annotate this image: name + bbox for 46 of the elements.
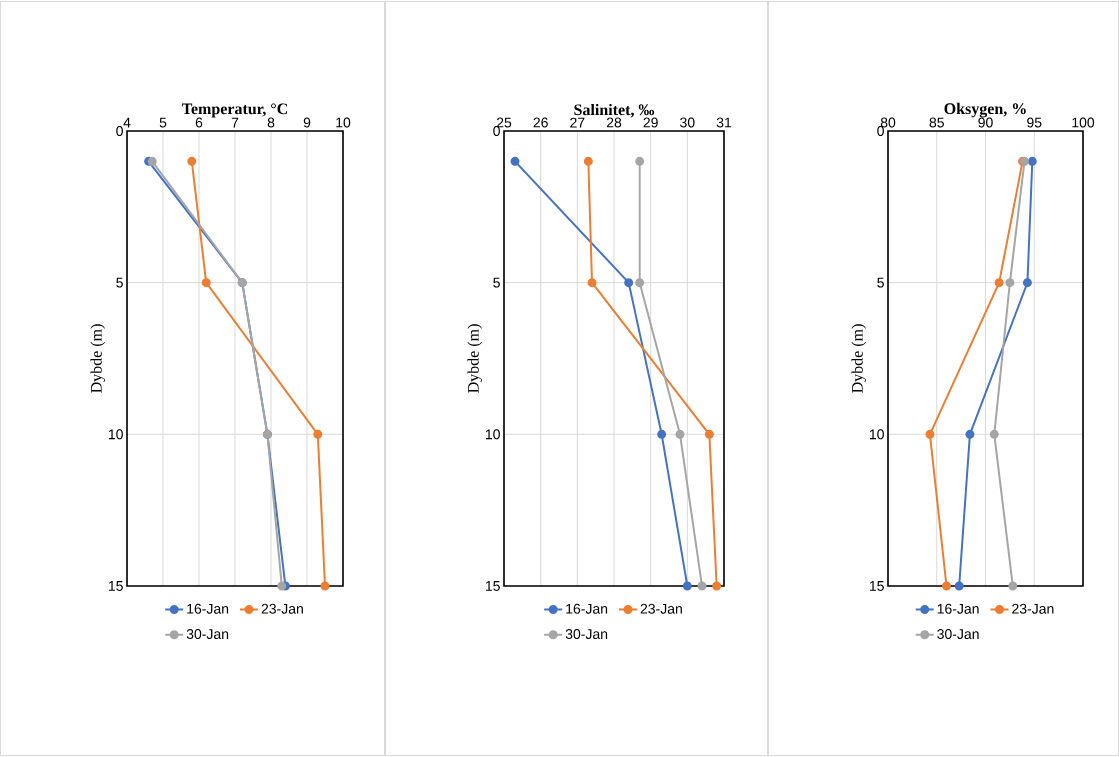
legend-label: 30-Jan — [565, 629, 608, 640]
legend-label: 16-Jan — [937, 603, 979, 614]
legend-label: 23-Jan — [261, 603, 303, 614]
x-tick-label: 5 — [159, 117, 167, 128]
x-tick-label: 26 — [533, 117, 548, 128]
y-tick-label: 5 — [116, 277, 123, 288]
legend-label: 16-Jan — [566, 603, 608, 614]
chart-title: Salinitet, ‰ — [574, 103, 655, 118]
chart-title: Oksygen, % — [944, 102, 1026, 118]
y-tick-label: 5 — [493, 277, 500, 288]
x-tick-label: 8 — [267, 117, 275, 128]
x-tick-label: 31 — [716, 117, 732, 128]
x-tick-label: 95 — [1027, 117, 1042, 128]
x-tick-label: 9 — [303, 117, 311, 128]
y-tick-label: 0 — [493, 126, 500, 136]
y-axis-title: Dybde (m) — [851, 324, 867, 393]
y-tick-label: 10 — [869, 429, 884, 440]
y-tick-label: 15 — [485, 581, 500, 591]
x-tick-label: 7 — [231, 117, 239, 128]
x-tick-label: 4 — [123, 117, 131, 128]
y-tick-label: 15 — [108, 581, 123, 591]
x-tick-label: 28 — [606, 117, 622, 128]
y-axis-title: Dybde (m) — [90, 324, 106, 393]
x-tick-label: 29 — [643, 117, 658, 128]
y-tick-label: 10 — [485, 429, 500, 440]
x-tick-label: 27 — [570, 117, 585, 128]
legend-label: 30-Jan — [937, 629, 979, 640]
legend-label: 30-Jan — [186, 629, 229, 640]
x-tick-label: 85 — [929, 117, 944, 128]
legend-label: 16-Jan — [187, 603, 229, 614]
x-tick-label: 10 — [336, 117, 351, 128]
y-tick-label: 0 — [116, 126, 123, 136]
legend-label: 23-Jan — [640, 603, 682, 614]
x-tick-label: 100 — [1072, 117, 1095, 128]
x-tick-label: 80 — [880, 117, 896, 128]
y-tick-label: 15 — [869, 581, 884, 591]
x-tick-label: 6 — [195, 117, 203, 128]
y-axis-title: Dybde (m) — [467, 324, 483, 393]
y-tick-label: 5 — [877, 277, 884, 288]
legend-label: 23-Jan — [1012, 603, 1054, 614]
x-tick-label: 25 — [496, 117, 512, 128]
x-tick-label: 90 — [978, 117, 993, 128]
y-tick-label: 0 — [877, 126, 884, 136]
y-tick-label: 10 — [108, 429, 123, 440]
chart-title: Temperatur, °C — [181, 103, 288, 118]
x-tick-label: 30 — [680, 117, 695, 128]
